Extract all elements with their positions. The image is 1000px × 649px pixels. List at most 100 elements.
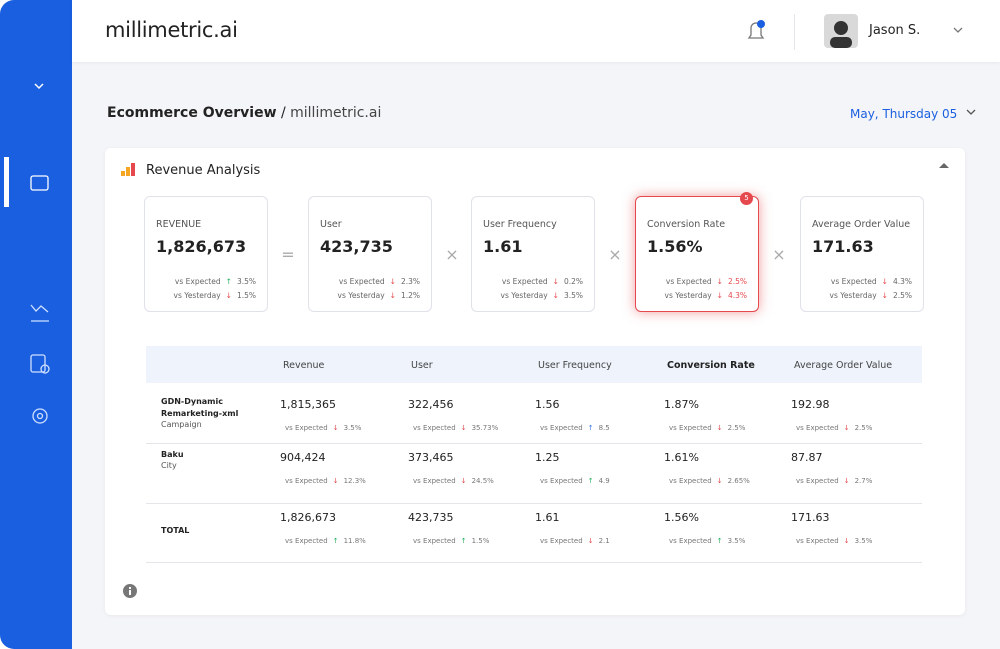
dashboard-icon[interactable]: [30, 175, 49, 191]
delta: 1.5%: [471, 537, 490, 545]
info-icon[interactable]: [123, 584, 137, 598]
kpi-label: User: [320, 219, 342, 230]
page-title: Ecommerce Overview / millimetric.ai: [107, 105, 381, 121]
operator: ×: [445, 245, 459, 264]
delta: 24.5%: [471, 477, 494, 485]
kpi-comparison: vs Yesterday ↓ 4.3%: [660, 291, 748, 300]
logo[interactable]: millimetric.ai: [105, 18, 238, 42]
comparison-label: vs Yesterday: [664, 291, 712, 300]
delta: 3.5%: [727, 537, 746, 545]
delta: 12.3%: [343, 477, 366, 485]
cell-comparison: vs Expected ↓ 2.7%: [791, 477, 872, 485]
kpi-value: 1.61: [483, 237, 523, 256]
kpi-card: User 423,735 vs Expected ↓ 2.3% vs Yesterday ↓…: [308, 196, 432, 312]
comparison-label: vs Expected: [796, 477, 839, 485]
avatar[interactable]: [824, 14, 858, 48]
cell-value: 904,424: [280, 451, 326, 464]
collapse-icon[interactable]: [34, 83, 44, 90]
cell-value: 1,826,673: [280, 511, 336, 524]
trend-arrow: ↓: [332, 424, 339, 432]
user-menu-chevron[interactable]: [952, 26, 964, 36]
title: Ecommerce Overview: [107, 105, 277, 121]
sidebar-icons: [4, 83, 50, 424]
delta: 4.3%: [727, 291, 747, 300]
delta: 4.9: [598, 477, 610, 485]
analytics-icon[interactable]: [30, 304, 49, 313]
delta: 2.7%: [854, 477, 873, 485]
column-header: Revenue: [283, 360, 325, 371]
trend-arrow: ↓: [587, 537, 594, 545]
kpi-comparison: vs Expected ↓ 4.3%: [826, 277, 912, 286]
kpi-comparison: vs Expected ↑ 3.5%: [170, 277, 256, 286]
delta: 2.1: [598, 537, 610, 545]
cell-value: 1.61%: [664, 451, 699, 464]
trend-arrow: ↓: [716, 424, 723, 432]
cell-value: 1.56: [535, 398, 560, 411]
trend-arrow: ↓: [843, 477, 850, 485]
kpi-comparison: vs Yesterday ↓ 1.5%: [169, 291, 257, 300]
kpi-label: REVENUE: [156, 219, 202, 230]
trend-arrow: ↓: [843, 424, 850, 432]
row-header: Baku City: [161, 449, 251, 470]
delta: 3.5%: [236, 277, 256, 286]
delta: 8.5: [598, 424, 610, 432]
user-name[interactable]: Jason S.: [869, 23, 921, 38]
settings-icon[interactable]: [32, 408, 48, 424]
comparison-label: vs Expected: [540, 424, 583, 432]
collapse-panel[interactable]: [939, 162, 949, 170]
kpi-comparison: vs Yesterday ↓ 1.2%: [333, 291, 421, 300]
delta: 35.73%: [471, 424, 499, 432]
cell-value: 423,735: [408, 511, 454, 524]
comparison-label: vs Expected: [413, 477, 456, 485]
separator: /: [280, 105, 286, 121]
comparison-label: vs Expected: [830, 277, 877, 286]
delta: 3.5%: [563, 291, 583, 300]
cell-value: 1.56%: [664, 511, 699, 524]
date[interactable]: May, Thursday 05: [850, 107, 958, 121]
cell-comparison: vs Expected ↑ 4.9: [535, 477, 610, 485]
cell-comparison: vs Expected ↓ 2.5%: [664, 424, 745, 432]
delta: 0.2%: [563, 277, 583, 286]
report-icon[interactable]: [30, 354, 46, 373]
kpi-comparison: vs Expected ↓ 2.5%: [661, 277, 747, 286]
cell-value: 87.87: [791, 451, 823, 464]
trend-arrow: ↑: [587, 477, 594, 485]
delta: 2.3%: [400, 277, 420, 286]
row-type: City: [161, 461, 177, 470]
kpi-label: Average Order Value: [812, 219, 911, 230]
comparison-label: vs Expected: [285, 477, 328, 485]
operator: =: [281, 245, 295, 264]
cell-comparison: vs Expected ↓ 2.1: [535, 537, 610, 545]
delta: 2.5%: [892, 291, 912, 300]
row-name: GDN-Dynamic Remarketing-xml: [161, 397, 239, 418]
notification-bell[interactable]: [744, 18, 768, 44]
kpi-value: 1,826,673: [156, 237, 247, 256]
table-header: [146, 346, 922, 383]
cell-comparison: vs Expected ↑ 11.8%: [280, 537, 366, 545]
trend-arrow: ↑: [225, 277, 232, 286]
kpi-comparison: vs Yesterday ↓ 3.5%: [496, 291, 584, 300]
cell-value: 171.63: [791, 511, 830, 524]
date-picker[interactable]: May, Thursday 05: [850, 107, 977, 121]
trend-arrow: ↓: [460, 477, 467, 485]
trend-arrow: ↑: [460, 537, 467, 545]
kpi-card: Average Order Value 171.63 vs Expected ↓ 4.3…: [800, 196, 924, 312]
trend-arrow: ↓: [843, 537, 850, 545]
trend-arrow: ↑: [587, 424, 594, 432]
row-name: Baku: [161, 450, 184, 459]
comparison-label: vs Expected: [285, 537, 328, 545]
row-header: GDN-Dynamic Remarketing-xml Campaign: [161, 396, 251, 429]
trend-arrow: ↓: [332, 477, 339, 485]
row-divider: [146, 503, 922, 504]
cell-comparison: vs Expected ↑ 1.5%: [408, 537, 489, 545]
date-chevron[interactable]: [965, 108, 977, 118]
comparison-label: vs Expected: [796, 424, 839, 432]
comparison-label: vs Yesterday: [173, 291, 221, 300]
cell-comparison: vs Expected ↑ 3.5%: [664, 537, 745, 545]
operator: ×: [608, 245, 622, 264]
top-bar: millimetric.ai Jason S.: [72, 0, 1000, 62]
trend-arrow: ↓: [716, 291, 723, 300]
cell-comparison: vs Expected ↑ 8.5: [535, 424, 610, 432]
kpi-comparison: vs Expected ↓ 0.2%: [497, 277, 583, 286]
